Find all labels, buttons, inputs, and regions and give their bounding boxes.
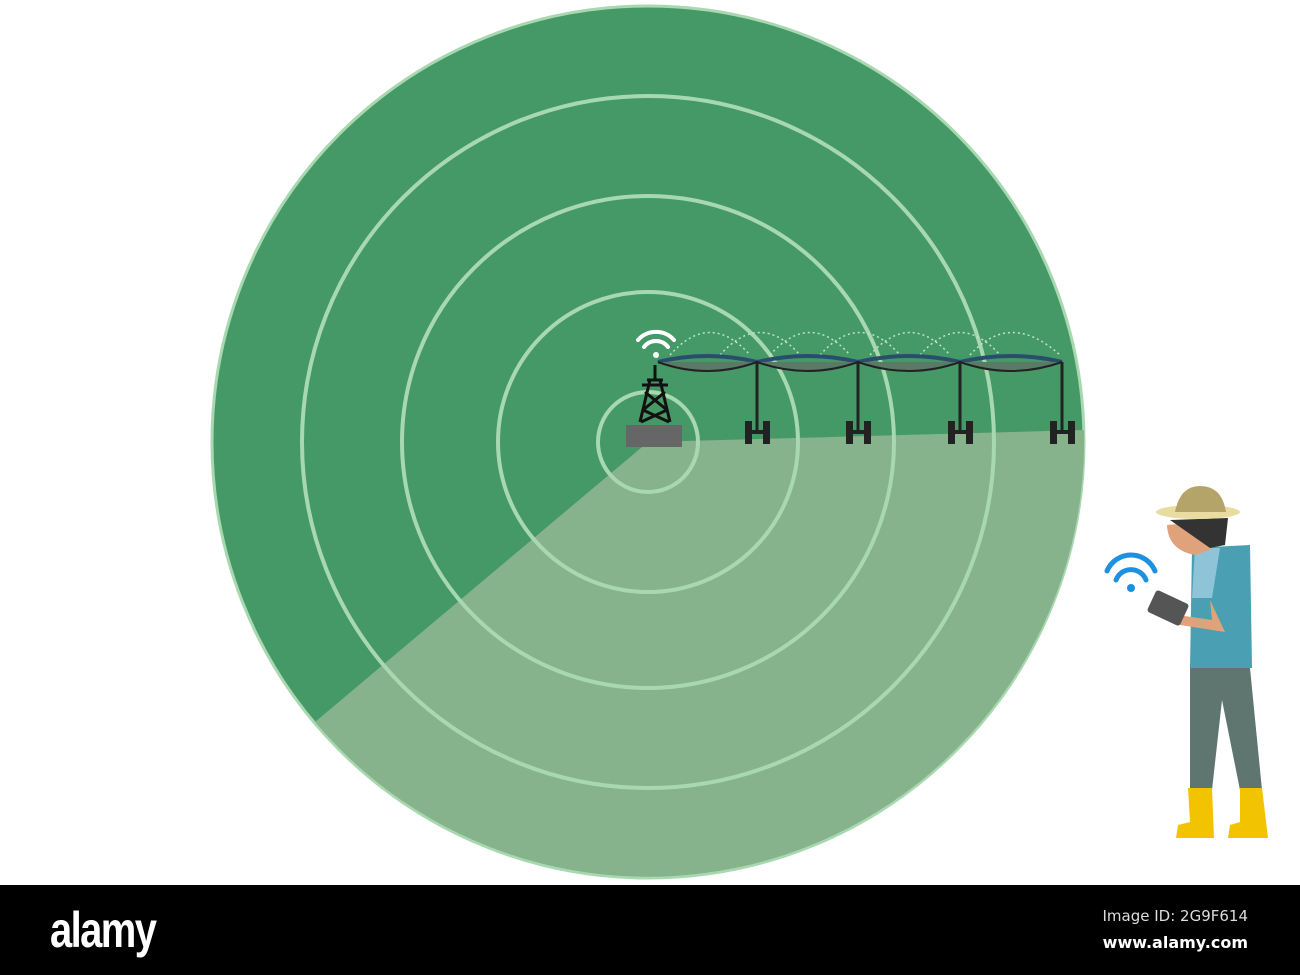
site-url[interactable]: www.alamy.com bbox=[1102, 933, 1248, 952]
radio-tower-icon bbox=[626, 365, 682, 447]
image-id: Image ID: 2G9F614 bbox=[1102, 907, 1248, 925]
alamy-logo[interactable]: alamy bbox=[50, 902, 157, 958]
wifi-icon bbox=[636, 329, 676, 358]
wifi-icon bbox=[1104, 552, 1158, 592]
signal-ring bbox=[300, 94, 996, 790]
farmer-with-tablet bbox=[1147, 486, 1268, 838]
field-sector-light bbox=[315, 430, 1085, 877]
signal-ring bbox=[400, 194, 896, 690]
smart-farming-illustration bbox=[210, 4, 1268, 880]
footer-bar: alamy Image ID: 2G9F614 www.alamy.com bbox=[0, 885, 1300, 975]
center-pivot-irrigation bbox=[657, 331, 1075, 444]
signal-ring bbox=[496, 290, 800, 594]
